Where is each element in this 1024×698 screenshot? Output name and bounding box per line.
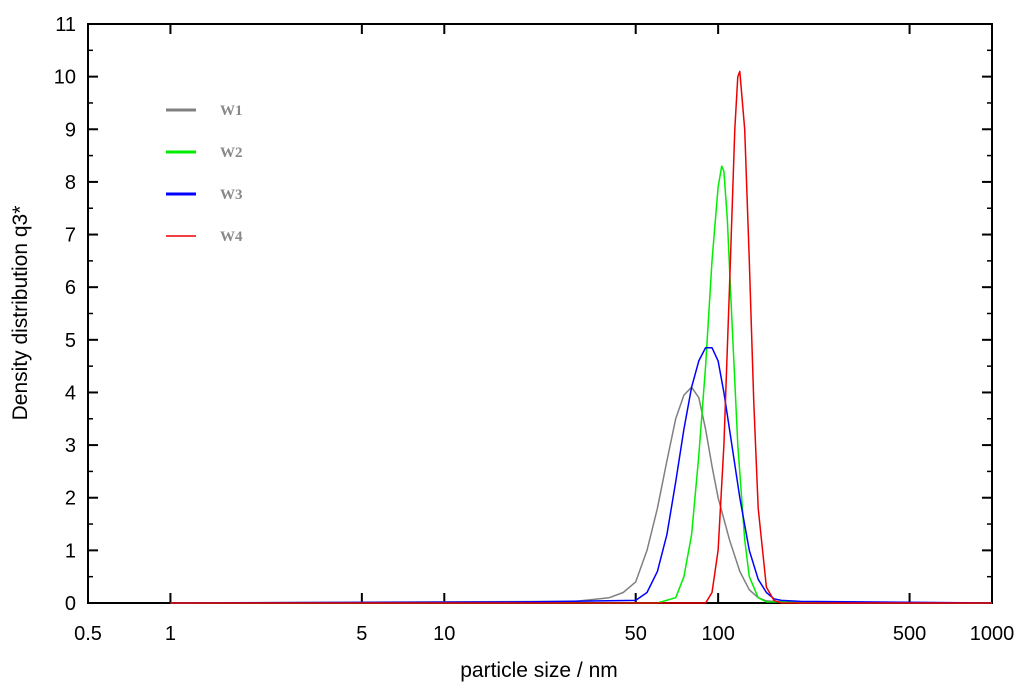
legend-label: W1 <box>220 103 243 119</box>
x-tick-label: 50 <box>625 623 647 645</box>
y-tick-label: 8 <box>65 172 76 194</box>
y-tick-label: 3 <box>65 435 76 457</box>
y-tick-label: 2 <box>65 488 76 510</box>
legend: W1 W2 W3 W4 <box>166 103 243 245</box>
y-tick-label: 5 <box>65 330 76 352</box>
x-tick-label: 500 <box>893 623 926 645</box>
x-tick-label: 1000 <box>970 623 1015 645</box>
legend-label: W3 <box>220 187 243 203</box>
y-tick-label: 10 <box>54 67 76 89</box>
legend-label: W2 <box>220 145 243 161</box>
series-lines <box>170 70 993 604</box>
y-axis-title: Density distribution q3* <box>9 206 32 421</box>
axis-ticks <box>87 23 993 604</box>
series-line-w4 <box>170 70 992 604</box>
y-tick-label: 4 <box>65 382 76 404</box>
y-tick-label: 7 <box>65 225 76 247</box>
x-tick-label: 10 <box>433 623 455 645</box>
y-tick-label: 9 <box>65 119 76 141</box>
series-line-w3 <box>170 346 993 604</box>
y-tick-label: 1 <box>65 540 76 562</box>
x-axis-title: particle size / nm <box>460 659 618 682</box>
y-tick-label: 0 <box>65 593 76 615</box>
series-line-w1 <box>170 386 992 604</box>
axis-tick-labels: 0 1 2 3 4 5 6 7 8 9 10 11 0.5 1 5 10 50 100 500 1000 <box>54 14 1015 645</box>
y-tick-label: 6 <box>65 277 76 299</box>
series-line-w2 <box>170 165 993 604</box>
legend-label: W4 <box>220 229 243 245</box>
x-tick-label: 0.5 <box>74 623 102 645</box>
x-tick-label: 5 <box>356 623 367 645</box>
x-tick-label: 1 <box>165 623 176 645</box>
y-tick-label: 11 <box>55 14 76 36</box>
x-tick-label: 100 <box>701 623 734 645</box>
